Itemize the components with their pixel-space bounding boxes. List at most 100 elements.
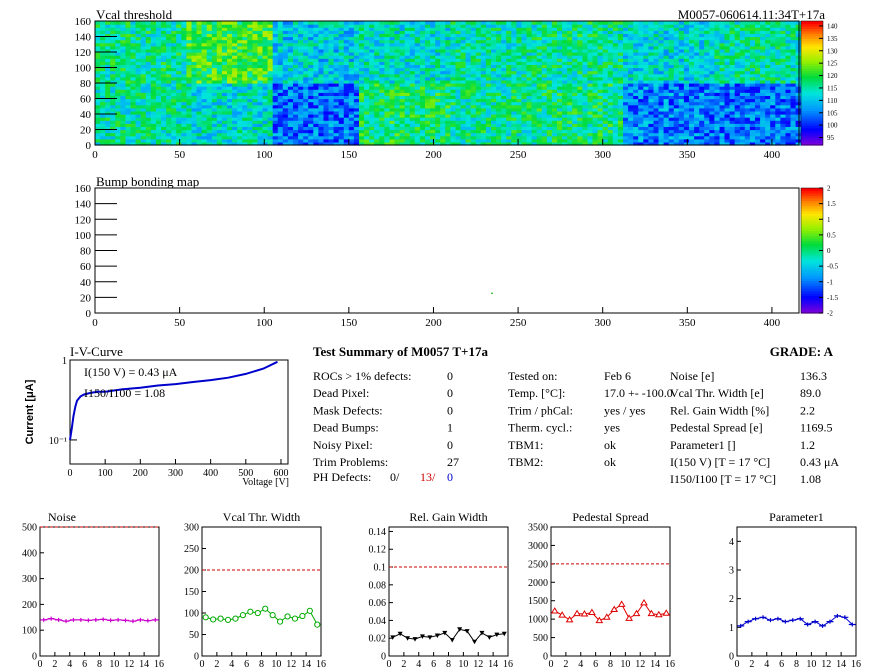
- vcal-pixel-cell: [689, 123, 695, 127]
- vcal-pixel-cell: [587, 107, 594, 112]
- vcal-pixel-cell: [308, 58, 314, 62]
- vcal-pixel-cell: [587, 110, 594, 115]
- vcal-pixel-cell: [526, 110, 533, 115]
- vcal-pixel-cell: [353, 123, 360, 127]
- vcal-pixel-cell: [232, 33, 238, 38]
- vcal-pixel-cell: [612, 114, 619, 118]
- vcal-pixel-cell: [724, 83, 731, 87]
- vcal-pixel-cell: [359, 107, 365, 112]
- vcal-pixel-cell: [333, 61, 340, 65]
- vcal-pixel-cell: [201, 123, 208, 127]
- vcal-pixel-cell: [694, 92, 700, 96]
- vcal-pixel-cell: [714, 36, 721, 41]
- vcal-pixel-cell: [191, 101, 198, 106]
- vcal-pixel-cell: [592, 86, 599, 90]
- vcal-pixel-cell: [171, 61, 177, 65]
- vcal-pixel-cell: [409, 114, 416, 118]
- vcal-pixel-cell: [328, 95, 335, 100]
- vcal-pixel-cell: [171, 76, 177, 81]
- vcal-pixel-cell: [648, 73, 655, 78]
- vcal-pixel-cell: [227, 33, 233, 38]
- vcal-pixel-cell: [480, 107, 487, 112]
- vcal-pixel-cell: [612, 24, 619, 28]
- vcal-pixel-cell: [511, 120, 517, 124]
- vcal-pixel-cell: [592, 79, 599, 84]
- vcal-pixel-cell: [328, 83, 335, 87]
- vcal-pixel-cell: [394, 36, 401, 41]
- vcal-pixel-cell: [683, 21, 690, 25]
- vcal-pixel-cell: [216, 92, 223, 96]
- vcal-pixel-cell: [501, 117, 507, 121]
- vcal-pixel-cell: [247, 101, 253, 106]
- vcal-pixel-cell: [714, 70, 721, 75]
- vcal-pixel-cell: [181, 55, 187, 59]
- vcal-pixel-cell: [414, 27, 421, 31]
- vcal-pixel-cell: [135, 120, 142, 124]
- vcal-pixel-cell: [541, 45, 548, 50]
- vcal-pixel-cell: [348, 120, 355, 124]
- vcal-pixel-cell: [724, 52, 731, 56]
- vcal-pixel-cell: [252, 67, 259, 72]
- vcal-pixel-cell: [262, 76, 269, 81]
- vcal-pixel-cell: [496, 42, 502, 47]
- vcal-pixel-cell: [485, 114, 492, 118]
- vcal-pixel-cell: [369, 129, 375, 134]
- vcal-pixel-cell: [282, 76, 289, 81]
- vcal-pixel-cell: [389, 104, 396, 109]
- vcal-pixel-cell: [318, 107, 325, 112]
- vcal-pixel-cell: [414, 45, 421, 50]
- vcal-pixel-cell: [120, 86, 127, 90]
- vcal-pixel-cell: [201, 132, 208, 137]
- vcal-pixel-cell: [201, 33, 208, 38]
- vcal-pixel-cell: [480, 21, 487, 25]
- vcal-pixel-cell: [374, 67, 380, 72]
- vcal-pixel-cell: [155, 64, 162, 69]
- vcal-pixel-cell: [247, 70, 253, 75]
- vcal-pixel-cell: [536, 64, 543, 69]
- vcal-pixel-cell: [673, 86, 680, 90]
- vcal-pixel-cell: [719, 36, 726, 41]
- vcal-pixel-cell: [105, 55, 111, 59]
- vcal-pixel-cell: [612, 48, 619, 53]
- vcal-pixel-cell: [719, 61, 726, 65]
- vcal-pixel-cell: [161, 110, 167, 115]
- vcal-pixel-cell: [293, 67, 299, 72]
- vcal-pixel-cell: [714, 67, 721, 72]
- vcal-pixel-cell: [404, 89, 411, 93]
- vcal-pixel-cell: [617, 61, 624, 65]
- vcal-pixel-cell: [496, 138, 502, 143]
- vcal-pixel-cell: [150, 107, 157, 112]
- vcal-pixel-cell: [211, 104, 218, 109]
- vcal-pixel-cell: [293, 132, 299, 137]
- vcal-pixel-cell: [582, 67, 589, 72]
- vcal-pixel-cell: [125, 36, 132, 41]
- vcal-pixel-cell: [541, 52, 548, 56]
- vcal-pixel-cell: [694, 110, 700, 115]
- vcal-pixel-cell: [491, 24, 497, 28]
- vcal-pixel-cell: [232, 110, 238, 115]
- vcal-pixel-cell: [267, 110, 274, 115]
- vcal-pixel-cell: [663, 89, 670, 93]
- vcal-pixel-cell: [648, 92, 655, 96]
- vcal-pixel-cell: [475, 135, 482, 140]
- vcal-pixel-cell: [298, 135, 304, 140]
- vcal-pixel-cell: [607, 24, 614, 28]
- vcal-pixel-cell: [211, 70, 218, 75]
- vcal-pixel-cell: [318, 67, 325, 72]
- vcal-pixel-cell: [262, 55, 269, 59]
- vcal-pixel-cell: [683, 42, 690, 47]
- vcal-pixel-cell: [140, 33, 147, 38]
- vcal-pixel-cell: [379, 67, 385, 72]
- vcal-pixel-cell: [384, 86, 391, 90]
- vcal-pixel-cell: [293, 42, 299, 47]
- vcal-pixel-cell: [587, 33, 594, 38]
- vcal-pixel-cell: [658, 67, 665, 72]
- vcal-pixel-cell: [186, 83, 193, 87]
- vcal-pixel-cell: [181, 98, 187, 103]
- vcal-pixel-cell: [196, 107, 203, 112]
- vcal-pixel-cell: [115, 24, 121, 28]
- vcal-pixel-cell: [161, 92, 167, 96]
- vcal-pixel-cell: [562, 67, 568, 72]
- vcal-pixel-cell: [323, 52, 330, 56]
- vcal-pixel-cell: [607, 73, 614, 78]
